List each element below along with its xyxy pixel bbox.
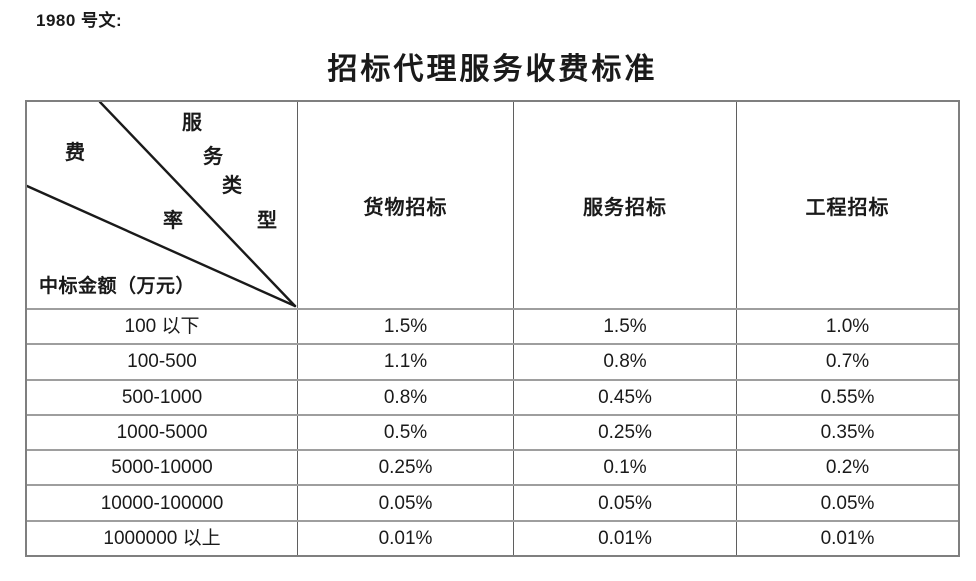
column-header-service: 服务招标 [513, 102, 736, 308]
corner-label-amount: 中标金额（万元） [39, 275, 196, 297]
engineering-rate-cell: 0.7% [736, 345, 958, 379]
column-header-goods: 货物招标 [297, 102, 513, 308]
table-row: 100 以下 1.5% 1.5% 1.0% [27, 308, 958, 344]
corner-label-service-char: 务 [203, 144, 223, 168]
goods-rate-cell: 0.8% [297, 380, 513, 414]
service-rate-cell: 0.1% [513, 451, 736, 485]
diagonal-split-lines [27, 102, 297, 308]
goods-rate-cell: 1.1% [297, 345, 513, 379]
diagonal-header-cell: 服 务 类 型 费 率 中标金额（万元） [27, 102, 297, 308]
amount-cell: 5000-10000 [111, 457, 213, 479]
service-rate-cell: 1.5% [513, 310, 736, 344]
table-header-row: 服 务 类 型 费 率 中标金额（万元） 货物招标 服务招标 工程招标 [27, 102, 958, 308]
amount-cell: 1000000 以上 [103, 527, 221, 549]
goods-rate-cell: 1.5% [297, 310, 513, 344]
engineering-rate-cell: 1.0% [736, 310, 958, 344]
doc-number-label: 1980 号文: [36, 11, 123, 30]
service-rate-cell: 0.45% [513, 380, 736, 414]
engineering-rate-cell: 0.35% [736, 415, 958, 450]
table-row: 500-1000 0.8% 0.45% 0.55% [27, 378, 958, 414]
corner-label-service-char: 服 [182, 110, 202, 134]
corner-label-rate-char: 率 [163, 208, 183, 232]
engineering-rate-cell: 0.01% [736, 521, 958, 555]
engineering-rate-cell: 0.2% [736, 451, 958, 485]
page-title: 招标代理服务收费标准 [327, 52, 658, 87]
column-header-engineering: 工程招标 [736, 102, 958, 308]
table-body: 100 以下 1.5% 1.5% 1.0% 100-500 1.1% 0.8% … [27, 308, 958, 555]
corner-label-service-char: 类 [222, 173, 242, 197]
service-rate-cell: 0.05% [513, 486, 736, 520]
goods-rate-cell: 0.25% [297, 451, 513, 485]
table-row: 100-500 1.1% 0.8% 0.7% [27, 343, 958, 379]
amount-cell: 10000-100000 [100, 492, 224, 514]
engineering-rate-cell: 0.55% [736, 380, 958, 414]
amount-cell: 100 以下 [124, 316, 200, 338]
goods-rate-cell: 0.01% [297, 521, 513, 555]
corner-label-rate-char: 费 [65, 140, 85, 164]
amount-cell: 500-1000 [121, 386, 203, 408]
table-row: 1000000 以上 0.01% 0.01% 0.01% [27, 519, 958, 555]
table-row: 5000-10000 0.25% 0.1% 0.2% [27, 449, 958, 485]
amount-cell: 1000-5000 [116, 421, 208, 443]
corner-label-service-char: 型 [257, 208, 277, 232]
table-row: 10000-100000 0.05% 0.05% 0.05% [27, 484, 958, 520]
fee-table: 服 务 类 型 费 率 中标金额（万元） 货物招标 服务招标 工程招标 100 … [25, 100, 960, 557]
amount-cell: 100-500 [127, 351, 197, 373]
engineering-rate-cell: 0.05% [736, 486, 958, 520]
service-rate-cell: 0.8% [513, 345, 736, 379]
table-row: 1000-5000 0.5% 0.25% 0.35% [27, 413, 958, 450]
goods-rate-cell: 0.05% [297, 486, 513, 520]
service-rate-cell: 0.01% [513, 521, 736, 555]
service-rate-cell: 0.25% [513, 415, 736, 450]
goods-rate-cell: 0.5% [297, 415, 513, 450]
